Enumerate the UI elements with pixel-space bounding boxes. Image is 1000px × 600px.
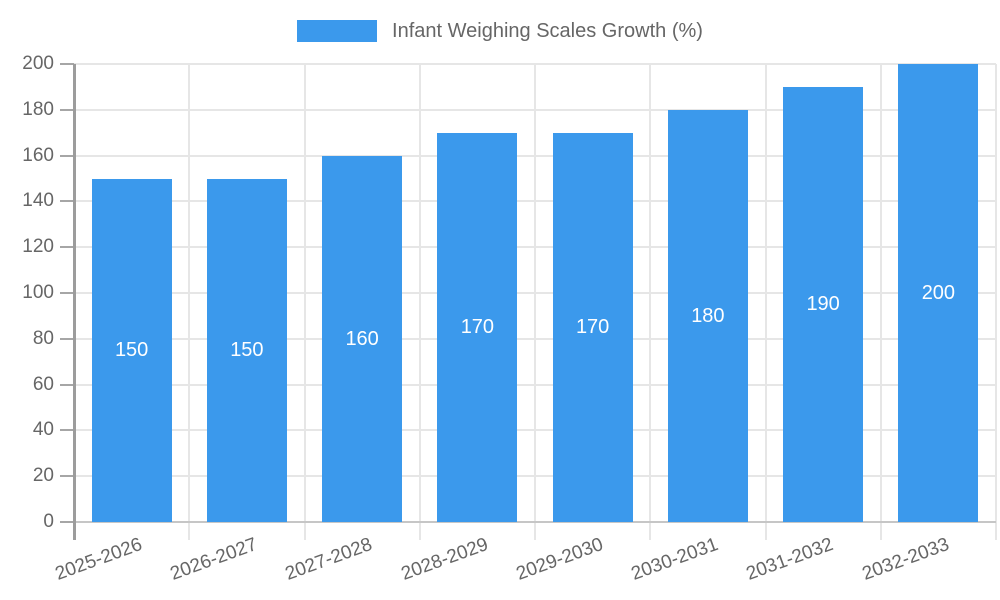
y-tick-mark [60,337,74,340]
legend-marker [297,20,378,42]
y-tick-mark [60,63,74,65]
bar[interactable] [898,64,979,522]
y-axis-tick-label: 100 [22,282,54,303]
x-axis-tick-label: 2029-2030 [513,534,606,585]
y-axis-tick-label: 40 [32,419,54,441]
x-axis-tick-label: 2032-2033 [858,534,952,585]
x-axis-tick-label: 2027-2028 [282,534,376,585]
y-tick-mark [60,292,74,294]
v-gridline [418,64,421,540]
y-axis-tick-label: 180 [22,98,54,120]
bar[interactable] [667,109,748,522]
x-axis-tick-label: 2030-2031 [628,534,722,585]
bar[interactable] [91,178,172,522]
y-axis-tick-label: 80 [32,327,54,349]
y-axis-line [73,64,76,540]
y-tick-mark [60,246,74,249]
y-axis-tick-label: 0 [43,511,54,532]
legend-label: Infant Weighing Scales Growth (%) [392,19,703,42]
v-gridline [303,64,306,540]
x-axis-tick-label: 2026-2027 [167,534,261,585]
y-tick-mark [60,108,74,111]
y-axis-tick-label: 20 [32,465,54,487]
x-axis-tick-label: 2031-2032 [743,534,837,585]
x-axis-tick-label: 2028-2029 [397,534,491,585]
y-tick-mark [60,429,74,432]
v-gridline [188,64,191,540]
x-axis-tick-label: 2025-2026 [52,534,145,585]
y-axis-tick-label: 140 [22,190,54,212]
y-tick-mark [60,200,74,203]
v-gridline [764,64,767,540]
bar[interactable] [552,132,633,522]
v-gridline [649,64,652,540]
y-tick-mark [60,383,74,386]
y-tick-mark [60,521,74,523]
v-gridline [995,64,997,540]
y-axis-tick-label: 120 [22,236,54,258]
legend-item[interactable]: Infant Weighing Scales Growth (%) [0,18,1000,44]
y-tick-mark [60,154,74,157]
bar[interactable] [322,155,403,522]
bar[interactable] [437,132,518,522]
y-axis-tick-label: 160 [22,144,54,166]
y-axis-tick-label: 200 [22,53,54,74]
v-gridline [534,64,536,540]
bar[interactable] [783,86,864,522]
y-tick-mark [60,475,74,478]
bar[interactable] [206,178,287,522]
y-axis-tick-label: 60 [32,373,54,395]
x-axis-line [74,521,996,523]
v-gridline [879,64,882,540]
